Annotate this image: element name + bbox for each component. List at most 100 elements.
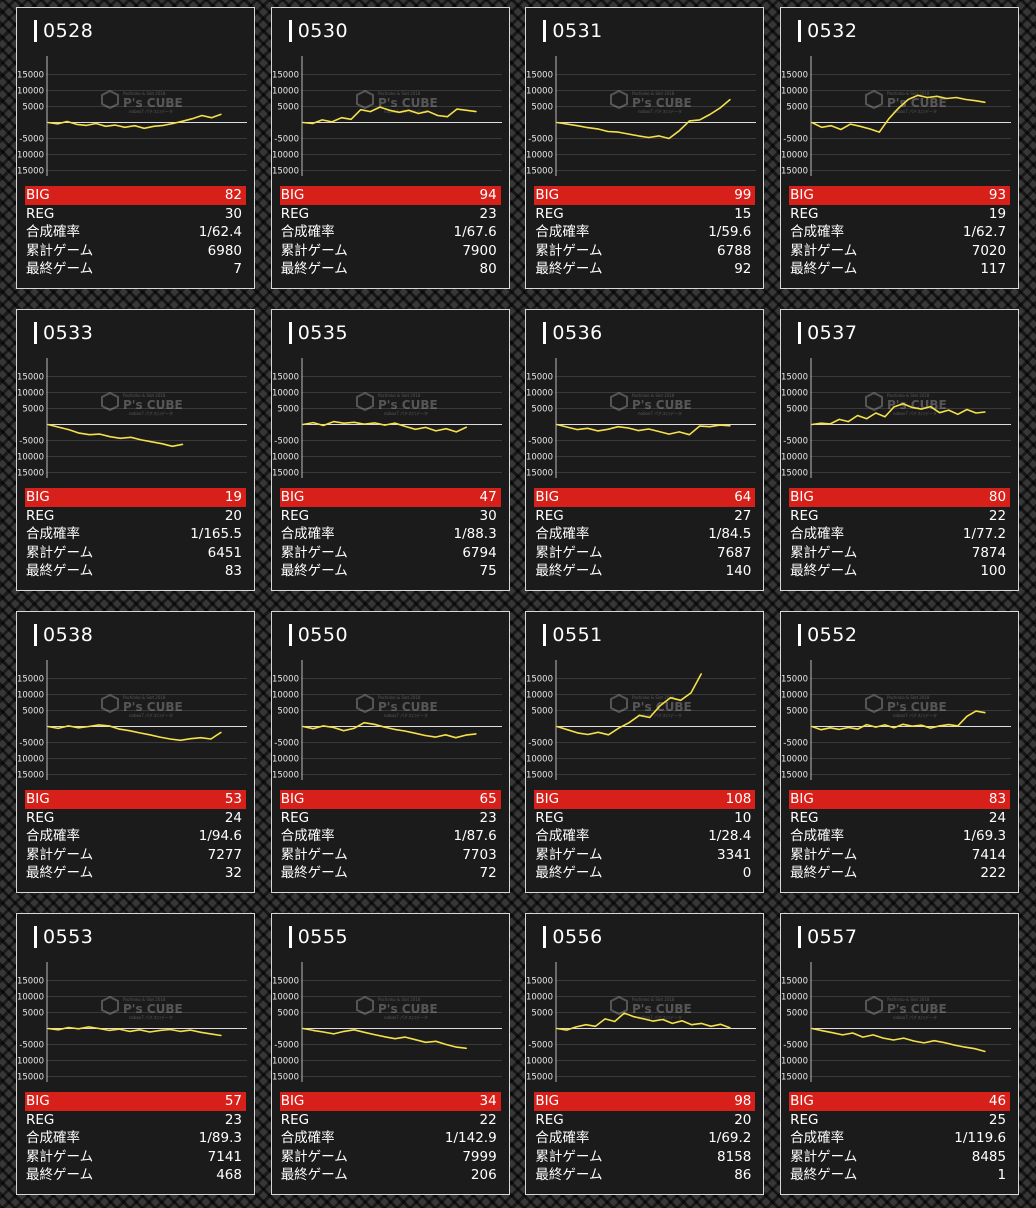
y-tick-label: 10000 bbox=[526, 87, 553, 97]
watermark-brand: P's CUBE bbox=[632, 96, 692, 110]
y-tick-label: 15000 bbox=[17, 675, 44, 685]
machine-card-0532[interactable]: 0532 15000 10000 5000 -5000 -10000 -15000 P's … bbox=[780, 7, 1020, 289]
big-count: 80 bbox=[988, 489, 1007, 505]
payout-point bbox=[719, 107, 721, 109]
payout-point bbox=[884, 416, 886, 418]
total-games-value: 7900 bbox=[462, 242, 497, 259]
total-games-row: 累計ゲーム 7999 bbox=[280, 1148, 501, 1167]
y-tick-label: -5000 bbox=[783, 739, 808, 749]
payout-point bbox=[575, 1026, 578, 1028]
total-games-row: 累計ゲーム 7900 bbox=[280, 242, 501, 261]
payout-point bbox=[811, 423, 813, 426]
payout-point bbox=[955, 96, 957, 99]
reg-count: 20 bbox=[734, 1111, 752, 1128]
payout-point bbox=[114, 124, 116, 126]
big-count: 98 bbox=[734, 1093, 752, 1109]
machine-card-0556[interactable]: 0556 15000 10000 5000 -5000 -10000 -15000 P's … bbox=[525, 913, 765, 1195]
big-row: BIG 98 bbox=[534, 1092, 756, 1111]
big-row: BIG 57 bbox=[25, 1092, 246, 1111]
y-tick-label: -15000 bbox=[272, 167, 299, 177]
rate-value: 1/84.5 bbox=[708, 526, 752, 543]
machine-card-0538[interactable]: 0538 15000 10000 5000 -5000 -10000 -15000 P's … bbox=[16, 611, 255, 893]
stats-table: BIG 57 REG 23 合成確率 1/89.3 累計ゲーム 7141 最終ゲ… bbox=[25, 1092, 246, 1185]
watermark-sub-top: Pachinko & Slot 2018 bbox=[887, 695, 930, 700]
machine-card-0557[interactable]: 0557 15000 10000 5000 -5000 -10000 -15000 P's … bbox=[780, 913, 1020, 1195]
stats-table: BIG 65 REG 23 合成確率 1/87.6 累計ゲーム 7703 最終ゲ… bbox=[279, 790, 501, 883]
payout-point bbox=[302, 725, 304, 728]
total-games-value: 7414 bbox=[971, 846, 1007, 863]
machine-card-0550[interactable]: 0550 15000 10000 5000 -5000 -10000 -15000 P's … bbox=[270, 611, 510, 893]
total-games-value: 6451 bbox=[207, 544, 242, 561]
y-tick-label: 10000 bbox=[272, 691, 299, 701]
watermark-sub-bottom: nobox7 パチスロデータ bbox=[129, 108, 173, 114]
machine-card-0535[interactable]: 0535 15000 10000 5000 -5000 -10000 -15000 P's … bbox=[270, 309, 510, 591]
y-tick-label: 10000 bbox=[526, 691, 553, 701]
reg-label: REG bbox=[535, 809, 564, 826]
payout-point bbox=[720, 1023, 722, 1025]
cube-icon bbox=[610, 995, 629, 1016]
machine-card-0537[interactable]: 0537 15000 10000 5000 -5000 -10000 -15000 P's … bbox=[780, 309, 1020, 591]
y-tick-label: 15000 bbox=[526, 977, 553, 987]
payout-point bbox=[169, 1028, 171, 1031]
payout-point bbox=[118, 728, 120, 730]
reg-row: REG 22 bbox=[789, 507, 1010, 526]
reg-label: REG bbox=[535, 1111, 564, 1128]
payout-point bbox=[220, 731, 222, 733]
payout-point bbox=[649, 716, 651, 719]
payout-point bbox=[88, 434, 90, 436]
cube-icon bbox=[865, 693, 884, 714]
payout-point bbox=[585, 1024, 587, 1026]
machine-card-0531[interactable]: 0531 15000 10000 5000 -5000 -10000 -15000 P's … bbox=[525, 7, 765, 289]
big-count: 34 bbox=[479, 1093, 497, 1109]
payout-point bbox=[455, 108, 458, 110]
reg-label: REG bbox=[280, 809, 310, 826]
payout-point bbox=[388, 109, 390, 111]
total-games-row: 累計ゲーム 7020 bbox=[789, 242, 1010, 261]
payout-point bbox=[78, 432, 80, 434]
y-tick-label: 5000 bbox=[277, 103, 299, 113]
machine-card-0533[interactable]: 0533 15000 10000 5000 -5000 -10000 -15000 P's … bbox=[16, 309, 255, 591]
machine-card-0536[interactable]: 0536 15000 10000 5000 -5000 -10000 -15000 P's … bbox=[525, 309, 765, 591]
payout-point bbox=[47, 121, 49, 124]
payout-point bbox=[434, 736, 436, 738]
total-games-label: 累計ゲーム bbox=[26, 1148, 94, 1165]
payout-point bbox=[398, 111, 400, 113]
y-tick-label: -10000 bbox=[272, 1057, 299, 1067]
last-game-row: 最終ゲーム 86 bbox=[534, 1166, 755, 1185]
machine-card-0530[interactable]: 0530 15000 10000 5000 -5000 -10000 -15000 P's … bbox=[270, 7, 510, 289]
payout-point bbox=[811, 1027, 813, 1030]
payout-point bbox=[220, 1034, 222, 1037]
payout-point bbox=[151, 441, 153, 443]
y-tick-label: 10000 bbox=[781, 993, 808, 1003]
machine-card-0555[interactable]: 0555 15000 10000 5000 -5000 -10000 -15000 P's … bbox=[270, 913, 510, 1195]
reg-row: REG 22 bbox=[280, 1111, 501, 1130]
big-label: BIG bbox=[280, 1093, 305, 1109]
reg-count: 30 bbox=[479, 507, 497, 524]
y-tick-label: 5000 bbox=[22, 405, 44, 415]
rate-label: 合成確率 bbox=[280, 828, 335, 845]
payout-point bbox=[159, 1029, 161, 1031]
payout-point bbox=[875, 726, 877, 728]
machine-card-0552[interactable]: 0552 15000 10000 5000 -5000 -10000 -15000 P's … bbox=[780, 611, 1020, 893]
rate-row: 合成確率 1/165.5 bbox=[25, 525, 246, 544]
last-game-value: 32 bbox=[224, 865, 242, 882]
y-tick-label: 5000 bbox=[786, 1009, 808, 1019]
total-games-value: 7999 bbox=[462, 1148, 497, 1165]
watermark-brand: P's CUBE bbox=[887, 398, 947, 412]
payout-point bbox=[109, 436, 111, 438]
total-games-value: 8485 bbox=[971, 1148, 1007, 1165]
machine-card-0553[interactable]: 0553 15000 10000 5000 -5000 -10000 -15000 P's … bbox=[16, 913, 255, 1195]
payout-point bbox=[957, 413, 959, 415]
rate-value: 1/69.2 bbox=[708, 1130, 752, 1147]
last-game-row: 最終ゲーム 468 bbox=[25, 1166, 246, 1185]
y-tick-label: 5000 bbox=[277, 405, 299, 415]
machine-card-0551[interactable]: 0551 15000 10000 5000 -5000 -10000 -15000 P's … bbox=[525, 611, 765, 893]
payout-point bbox=[171, 445, 173, 447]
machine-card-0528[interactable]: 0528 15000 10000 5000 -5000 -10000 -15000 P's … bbox=[16, 7, 255, 289]
y-tick-label: -10000 bbox=[17, 1057, 44, 1067]
payout-point bbox=[373, 422, 375, 424]
big-count: 19 bbox=[224, 489, 242, 505]
stats-table: BIG 46 REG 25 合成確率 1/119.6 累計ゲーム 8485 最終… bbox=[789, 1092, 1011, 1185]
